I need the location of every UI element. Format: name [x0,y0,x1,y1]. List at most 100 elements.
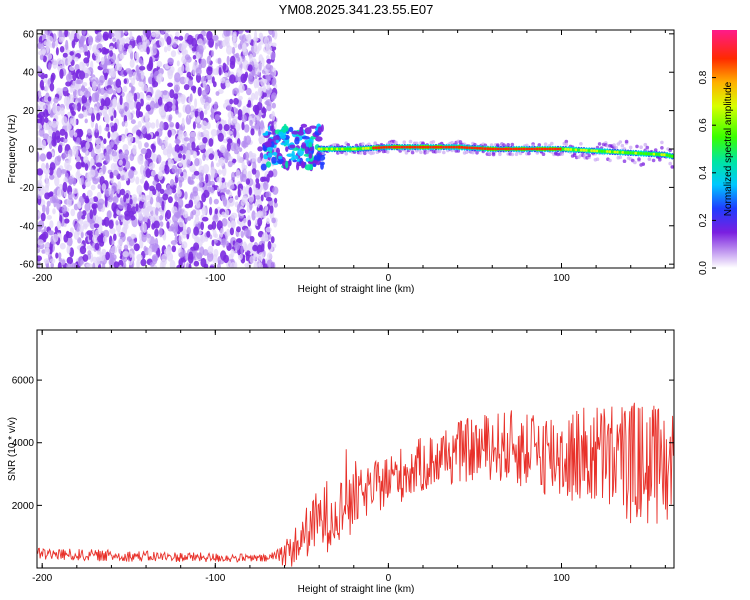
spectrogram-noise-mark [129,198,133,205]
spectrogram-noise-mark [238,30,243,34]
spectrogram-noise-mark [178,234,183,245]
spectrogram-noise-mark [224,72,229,77]
spectrogram-noise-mark [258,129,262,137]
spectrogram-noise-mark [262,79,268,84]
spectrogram-noise-mark [96,191,102,199]
y-tick-label: 2000 [12,501,35,512]
spectrogram-noise-mark [109,227,116,234]
spectrogram-noise-mark [37,139,42,148]
spectrogram-halo-mark [346,143,351,147]
spectrogram-halo-mark [506,143,511,147]
spectrogram-noise-mark [192,86,196,94]
spectrogram-noise-mark [123,244,129,251]
spectrogram-noise-mark [204,102,211,111]
spectrogram-noise-mark [49,82,55,92]
spectrogram-noise-mark [108,106,114,117]
spectrogram-noise-mark [251,154,257,164]
spectrogram-noise-mark [238,95,243,101]
spectrogram-noise-mark [195,73,202,83]
spectrogram-signal-mark [517,147,521,151]
spectrogram-halo-mark [471,150,475,155]
spectrogram-noise-mark [229,98,234,105]
spectrogram-noise-mark [250,92,256,101]
spectrogram-noise-mark [234,195,239,200]
spectrogram-noise-mark [109,171,114,179]
spectrogram-noise-mark [245,252,249,262]
spectrogram-noise-mark [82,44,88,54]
spectrogram-noise-mark [271,92,277,100]
spectrogram-noise-mark [214,42,218,50]
spectrogram-noise-mark [218,66,222,76]
spectrogram-noise-mark [84,179,91,188]
spectrogram-noise-mark [162,90,168,96]
spectrogram-noise-mark [160,30,165,35]
spectrogram-noise-mark [162,148,169,156]
spectrogram-signal-mark [442,145,446,149]
spectrogram-noise-mark [144,152,149,160]
spectrogram-halo-mark [363,151,367,156]
spectrogram-noise-mark [84,202,91,212]
spectrogram-transition-mark [294,137,300,145]
spectrogram-noise-mark [161,144,165,150]
spectrogram-noise-mark [84,118,88,124]
spectrogram-noise-mark [157,96,163,106]
spectrogram-signal-mark [605,150,610,153]
spectrogram-noise-mark [57,261,62,268]
spectrogram-noise-mark [110,125,116,133]
spectrogram-noise-mark [209,148,214,153]
spectrogram-signal-mark [340,147,345,151]
spectrogram-noise-mark [265,197,273,202]
spectrogram-noise-mark [92,206,97,216]
spectrogram-noise-mark [264,205,269,212]
spectrogram-noise-mark [46,35,54,43]
spectrogram-signal-mark [348,147,352,151]
spectrogram-noise-mark [41,34,47,40]
spectrogram-noise-mark [138,65,146,71]
spectrogram-noise-mark [162,232,167,241]
spectrogram-noise-mark [82,210,87,217]
spectrogram-noise-mark [98,125,102,135]
spectrogram-signal-mark [431,145,435,149]
spectrogram-noise-mark [76,137,81,145]
spectrogram-noise-mark [169,259,176,268]
spectrogram-halo-mark [543,142,548,146]
spectrogram-noise-mark [251,52,257,58]
spectrogram-noise-mark [44,83,49,92]
spectrogram-noise-mark [68,154,72,164]
spectrogram-noise-mark [217,186,221,192]
spectrogram-noise-mark [140,148,148,155]
spectrogram-signal-mark [385,145,389,149]
spectrogram-noise-mark [259,87,263,97]
spectrogram-noise-mark [167,158,174,168]
spectrogram-noise-mark [182,210,189,219]
spectrogram-noise-mark [247,170,252,181]
x-tick-label: -200 [32,273,52,284]
spectrogram-noise-mark [156,60,163,68]
spectrogram-halo-mark [487,151,492,156]
spectrogram-transition-mark [291,130,300,135]
spectrogram-halo-mark [645,145,650,150]
spectrogram-signal-mark [504,147,508,151]
spectrogram-noise-mark [136,254,143,261]
spectrogram-noise-mark [198,45,204,55]
y-tick-label: 40 [23,68,35,79]
spectrogram-noise-mark [271,78,277,86]
spectrogram-noise-mark [198,172,204,182]
spectrogram-noise-mark [112,155,119,163]
spectrogram-noise-mark [210,50,215,57]
spectrogram-noise-mark [76,168,80,177]
spectrogram-noise-mark [174,139,181,144]
spectrogram-noise-mark [37,168,44,176]
spectrogram-noise-mark [154,131,160,137]
spectrogram-noise-mark [237,109,243,117]
spectrogram-noise-mark [117,230,122,237]
spectrogram-noise-mark [113,144,118,151]
spectrogram-noise-mark [86,189,93,198]
spectrogram-noise-mark [39,79,45,89]
spectrogram-noise-mark [217,132,224,142]
spectrogram-noise-mark [166,184,172,192]
spectrogram-noise-mark [92,196,99,203]
spectrogram-halo-mark [641,162,645,166]
spectrogram-noise-mark [126,93,131,103]
spectrogram-noise-mark [271,111,276,122]
